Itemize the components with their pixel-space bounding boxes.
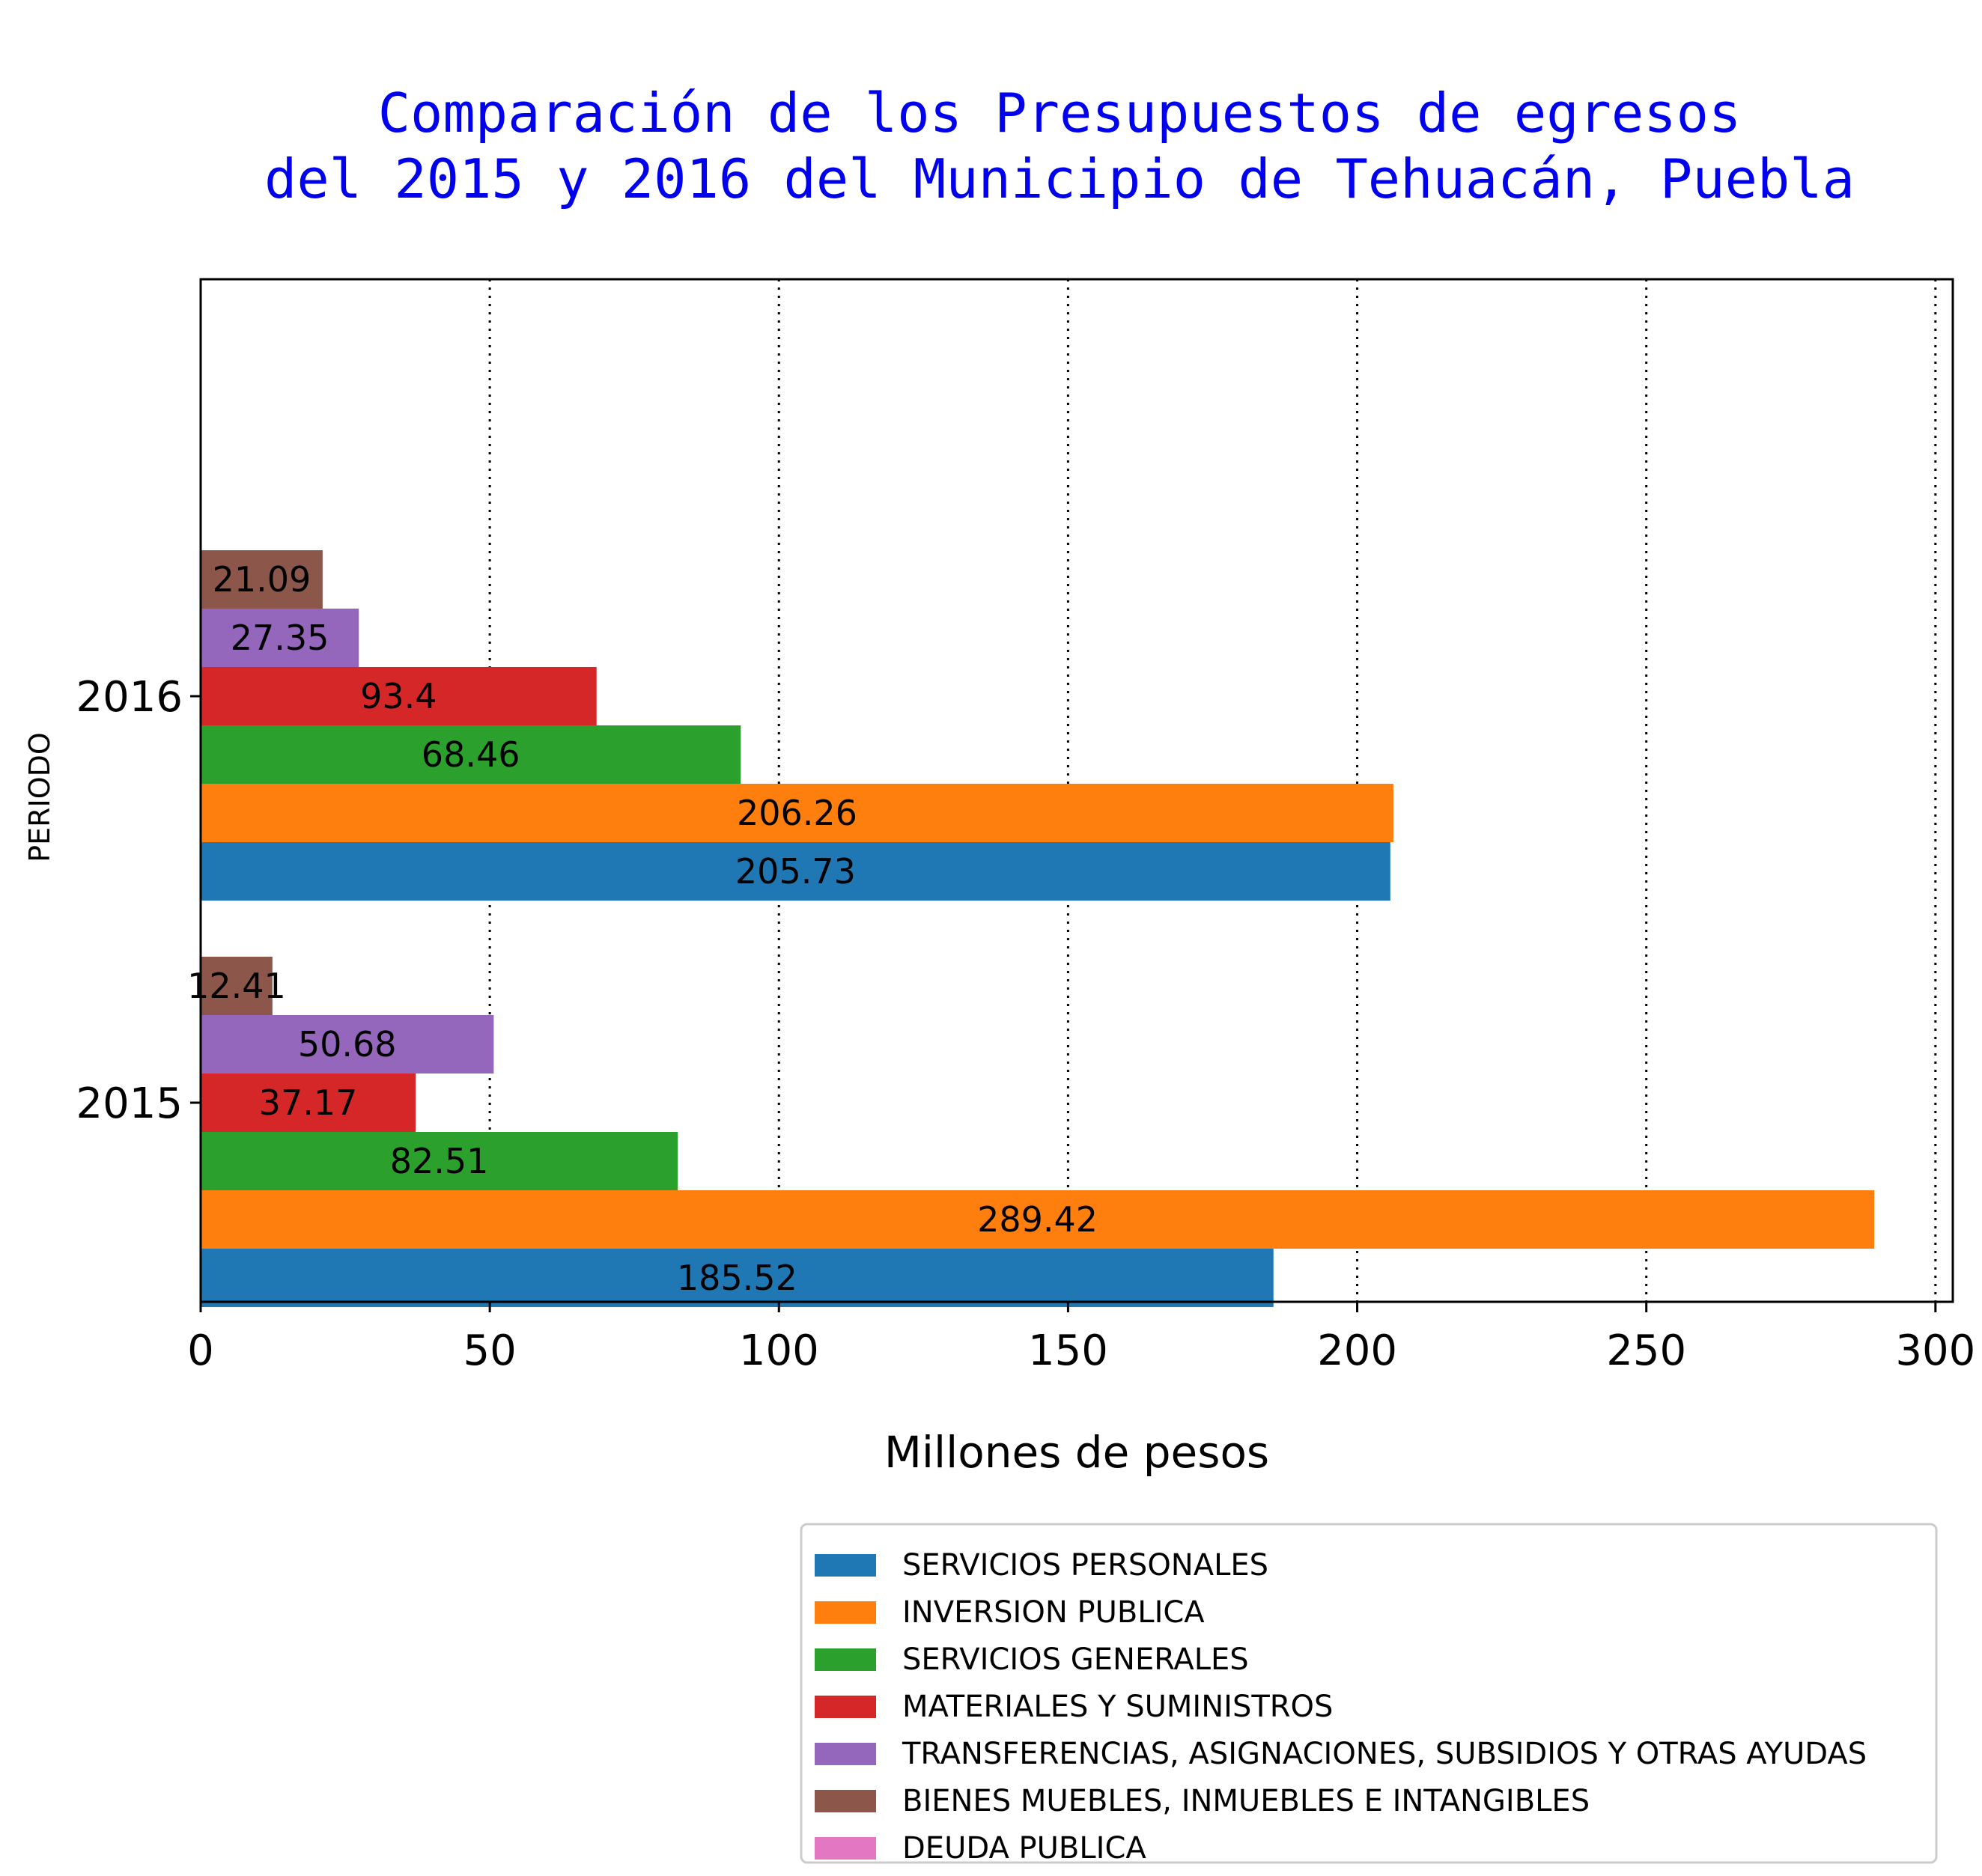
legend-entry-label: SERVICIOS GENERALES [902, 1642, 1249, 1677]
bar-value-label: 50.68 [298, 1024, 397, 1065]
legend: SERVICIOS PERSONALES INVERSION PUBLICA SER… [800, 1523, 1938, 1866]
bar [201, 550, 323, 609]
legend-entry-label: INVERSION PUBLICA [902, 1595, 1205, 1630]
x-tick-label: 100 [739, 1327, 819, 1375]
bar-value-label: 185.52 [677, 1258, 797, 1298]
x-tick-label: 250 [1606, 1327, 1686, 1375]
legend-swatch [815, 1601, 876, 1624]
bar-labels: 185.52 289.42 82.51 37.17 50.68 12.41 205.73 20… [187, 559, 1098, 1298]
x-tick-label: 150 [1028, 1327, 1108, 1375]
bar-value-label: 68.46 [422, 734, 520, 775]
legend-entry-label: MATERIALES Y SUMINISTROS [902, 1690, 1333, 1724]
chart-title-line1: Comparación de los Presupuestos de egres… [378, 82, 1742, 144]
y-axis-label: PERIODO [23, 732, 56, 862]
bar-value-label: 205.73 [735, 851, 856, 892]
legend-swatch [815, 1648, 876, 1671]
bar-value-label: 289.42 [977, 1199, 1098, 1240]
y-tick-label: 2015 [76, 1079, 183, 1128]
legend-entry-label: DEUDA PUBLICA [902, 1831, 1146, 1866]
chart-title-line2: del 2015 y 2016 del Municipio de Tehuacá… [264, 147, 1855, 210]
y-tick-label: 2016 [76, 673, 183, 722]
bar [201, 667, 597, 725]
x-tick-label: 200 [1317, 1327, 1397, 1375]
bar [201, 1249, 1274, 1307]
legend-swatch [815, 1696, 876, 1718]
bar [201, 609, 359, 667]
x-axis-ticks: 0 50 100 150 200 250 300 [187, 1302, 1975, 1375]
legend-entry-label: TRANSFERENCIAS, ASIGNACIONES, SUBSIDIOS … [902, 1737, 1867, 1771]
bar-value-label: 206.26 [737, 793, 857, 833]
legend-swatch [815, 1554, 876, 1577]
bar-value-label: 37.17 [259, 1082, 358, 1123]
bar [201, 1015, 494, 1073]
bar [201, 957, 273, 1015]
x-tick-label: 50 [463, 1327, 517, 1375]
bar [201, 842, 1390, 901]
legend-entry-label: SERVICIOS PERSONALES [902, 1548, 1268, 1583]
bar-value-label: 21.09 [213, 559, 311, 600]
legend-swatch [815, 1837, 876, 1860]
bar [201, 725, 741, 784]
bar [201, 784, 1393, 842]
x-axis-label: Millones de pesos [884, 1427, 1269, 1478]
y-axis-ticks: 2015 2016 [76, 673, 201, 1128]
bar-value-label: 27.35 [231, 618, 329, 658]
bar-value-label: 93.4 [360, 676, 437, 716]
bar-value-label: 12.41 [187, 966, 286, 1006]
x-tick-label: 0 [187, 1327, 214, 1375]
legend-swatch [815, 1790, 876, 1812]
plot-frame [199, 278, 1954, 1303]
bar [201, 1190, 1875, 1249]
bars [201, 550, 1875, 1307]
bar [201, 1132, 678, 1190]
bar-value-label: 82.51 [390, 1141, 489, 1181]
x-tick-label: 300 [1895, 1327, 1975, 1375]
bar [201, 1073, 416, 1132]
legend-frame [800, 1523, 1938, 1864]
legend-swatch [815, 1743, 876, 1765]
legend-entry-label: BIENES MUEBLES, INMUEBLES E INTANGIBLES [902, 1784, 1590, 1818]
